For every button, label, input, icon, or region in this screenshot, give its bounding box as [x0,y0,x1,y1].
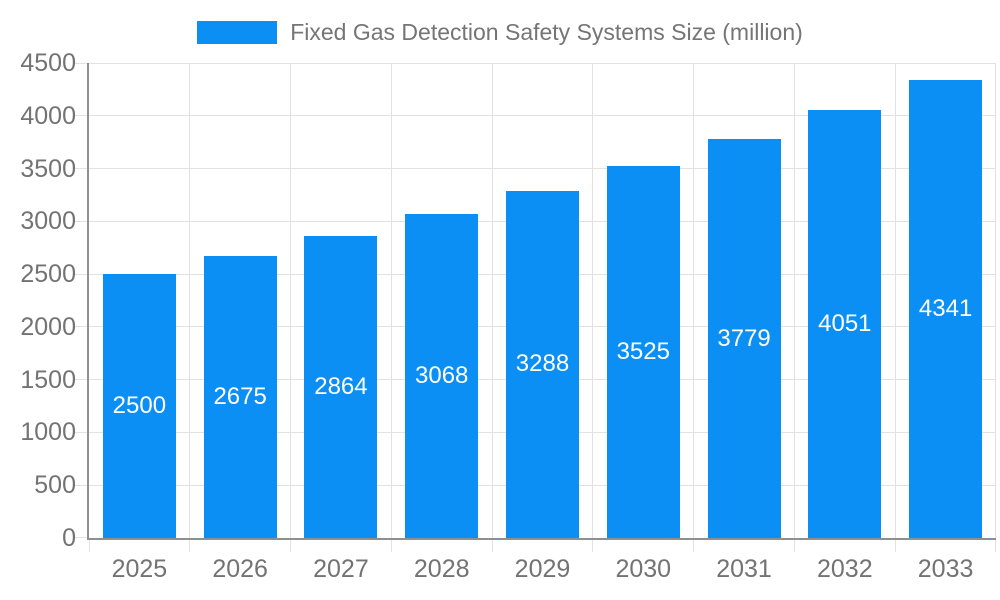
bar-2031[interactable] [707,139,781,538]
v-gridline [793,63,795,538]
bar-value-label: 3525 [616,337,670,365]
x-tick [894,540,896,552]
v-gridline [995,63,996,538]
y-axis-tick-label: 3500 [20,154,76,183]
legend-label: Fixed Gas Detection Safety Systems Size … [290,19,803,45]
bar-value-label: 2675 [213,382,267,410]
x-tick [592,540,594,552]
bar-value-label: 4051 [818,310,872,338]
x-axis-tick-label: 2025 [111,555,168,583]
bar-2026[interactable] [203,255,277,538]
bar-2032[interactable] [808,110,882,538]
x-axis-tick-label: 2033 [917,555,974,583]
chart-legend[interactable]: Fixed Gas Detection Safety Systems Size … [0,17,1000,47]
bar-value-label: 2500 [112,392,167,420]
x-axis-tick-label: 2026 [212,555,268,583]
y-axis-tick-label: 2000 [20,312,76,341]
x-tick [290,540,292,552]
x-axis-tick-label: 2028 [413,555,470,583]
y-axis-tick-label: 1500 [20,365,76,394]
y-tick [74,484,87,486]
plot-area: 2500 2675 2864 3068 3288 3525 3779 4051 4341 [74,62,996,552]
bar-2033[interactable] [909,79,983,538]
x-tick [793,540,795,552]
x-tick [390,540,392,552]
y-tick [74,431,87,433]
x-tick [995,540,996,552]
bar-value-label: 2864 [314,372,368,400]
y-tick [74,536,87,538]
bar-2028[interactable] [405,214,479,538]
x-axis-tick-label: 2027 [313,555,369,583]
bar-layer [89,63,996,538]
x-axis-tick-label: 2029 [514,555,571,583]
y-tick [74,273,87,275]
y-tick [74,115,87,117]
v-gridline [693,63,695,538]
y-axis-tick-label: 4000 [20,101,76,130]
x-tick [88,540,90,552]
y-tick [74,62,87,64]
x-tick [693,540,695,552]
v-gridline [390,63,392,538]
y-axis-tick-label: 3000 [20,207,76,236]
bar-2027[interactable] [304,235,378,538]
bar-value-label: 3288 [515,350,570,378]
bar-value-label: 4341 [918,294,973,322]
v-gridline [894,63,896,538]
x-tick [189,540,191,552]
bar-2030[interactable] [606,165,680,538]
value-label-layer: 2500 2675 2864 3068 3288 3525 3779 4051 4341 [89,63,996,538]
bar-2029[interactable] [506,190,579,538]
x-tick [491,540,493,552]
bar-value-label: 3068 [415,362,469,390]
y-axis-tick-label: 500 [34,471,76,500]
v-gridline [592,63,594,538]
v-gridline [189,63,191,538]
bar-value-label: 3779 [717,324,771,352]
h-gridline [89,115,996,117]
y-axis-tick-label: 1000 [20,418,76,447]
v-gridline [491,63,493,538]
y-axis-tick-label: 0 [62,524,76,552]
legend-swatch [197,20,278,44]
h-gridline [89,62,996,64]
y-axis-tick-label: 2500 [20,260,76,289]
y-axis-tick-label: 4500 [20,49,76,77]
x-axis-tick-label: 2030 [615,555,672,583]
y-tick [74,220,87,222]
bar-2025[interactable] [102,274,176,538]
y-tick [74,326,87,328]
x-axis-tick-label: 2031 [716,555,772,583]
y-tick [74,379,87,381]
h-gridline [89,168,996,170]
y-tick [74,168,87,170]
v-gridline [290,63,292,538]
x-axis-tick-label: 2032 [817,555,873,583]
